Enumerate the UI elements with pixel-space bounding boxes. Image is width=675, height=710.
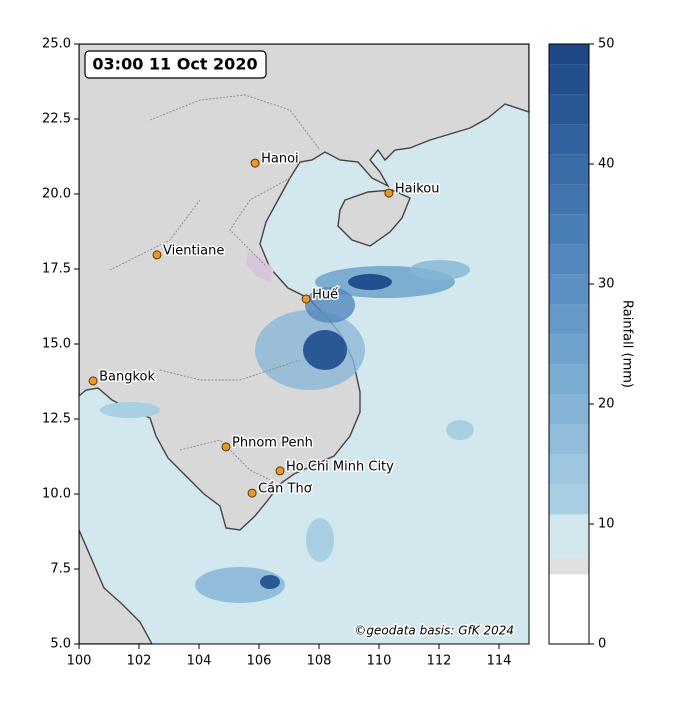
colorbar-band — [549, 484, 589, 515]
colorbar-tick-label: 10 — [598, 517, 615, 532]
x-tick-label: 110 — [367, 654, 392, 669]
colorbar-band — [549, 214, 589, 245]
timestamp: 03:00 11 Oct 2020 — [92, 55, 257, 74]
city-label: Ho Chi Minh City — [286, 459, 394, 474]
rain-field — [446, 420, 474, 440]
y-tick-label: 25.0 — [42, 37, 71, 52]
colorbar-band — [549, 64, 589, 95]
colorbar-band — [549, 244, 589, 275]
rain-field — [410, 260, 470, 280]
city-marker — [250, 158, 260, 168]
y-tick-label: 5.0 — [50, 637, 71, 652]
colorbar-band — [549, 274, 589, 305]
colorbar-band — [549, 454, 589, 485]
colorbar-tick-label: 20 — [598, 397, 615, 412]
hainan — [337, 189, 411, 247]
x-tick-label: 108 — [307, 654, 332, 669]
y-tick-label: 10.0 — [42, 487, 71, 502]
y-tick-label: 20.0 — [42, 187, 71, 202]
mainland — [79, 44, 529, 531]
x-tick-label: 112 — [427, 654, 452, 669]
city-label: Hanoi — [261, 152, 299, 167]
colorbar-band — [549, 574, 589, 644]
country-border — [109, 94, 321, 481]
rain-field — [306, 518, 334, 562]
colorbar-tick-label: 0 — [598, 637, 606, 652]
city-marker — [247, 488, 257, 498]
colorbar-band — [549, 394, 589, 425]
rain-field — [348, 274, 392, 290]
y-tick-label: 12.5 — [42, 412, 71, 427]
y-tick-label: 15.0 — [42, 337, 71, 352]
colorbar-band — [549, 94, 589, 125]
colorbar-band — [549, 44, 589, 65]
city-label: Vientiane — [163, 243, 224, 258]
colorbar-label: Rainfall (mm) — [620, 300, 635, 388]
rain-field — [260, 575, 280, 589]
x-tick-label: 106 — [247, 654, 272, 669]
rain-field — [305, 287, 355, 323]
rain-field — [100, 402, 160, 418]
colorbar-band — [549, 424, 589, 455]
y-tick-label: 22.5 — [42, 112, 71, 127]
city-marker — [275, 466, 285, 476]
colorbar-band — [549, 154, 589, 185]
colorbar-tick-label: 30 — [598, 277, 615, 292]
colorbar-band — [549, 364, 589, 395]
city-marker — [384, 188, 394, 198]
colorbar-tick-label: 40 — [598, 157, 615, 172]
colorbar-band — [549, 304, 589, 335]
colorbar-band — [549, 557, 589, 575]
colorbar-frame — [548, 43, 590, 645]
x-tick-label: 114 — [487, 654, 512, 669]
city-marker — [301, 294, 311, 304]
x-tick-label: 104 — [187, 654, 212, 669]
x-tick-label: 100 — [67, 654, 92, 669]
city-label: Phnom Penh — [232, 435, 313, 450]
y-tick-label: 7.5 — [50, 562, 71, 577]
rain-field — [195, 567, 285, 603]
y-tick-label: 17.5 — [42, 262, 71, 277]
city-marker — [152, 250, 162, 260]
colorbar-band — [549, 184, 589, 215]
timestamp-box — [84, 50, 267, 79]
attribution: ©geodata basis: GfK 2024 — [354, 624, 514, 638]
x-tick-label: 102 — [127, 654, 152, 669]
city-label: Huế — [312, 288, 338, 303]
city-marker — [221, 442, 231, 452]
rain-field — [303, 330, 347, 370]
colorbar-band — [549, 514, 589, 558]
colorbar-band — [549, 334, 589, 365]
city-label: Haikou — [395, 182, 440, 197]
northern-plain-tint — [246, 252, 274, 282]
colorbar-tick-label: 50 — [598, 37, 615, 52]
city-marker — [88, 376, 98, 386]
city-label: Cần Thơ — [258, 482, 312, 497]
malay-peninsula — [79, 529, 153, 644]
map-area — [79, 44, 529, 644]
colorbar-band — [549, 124, 589, 155]
rain-fields — [100, 260, 474, 603]
city-label: Bangkok — [99, 369, 155, 384]
